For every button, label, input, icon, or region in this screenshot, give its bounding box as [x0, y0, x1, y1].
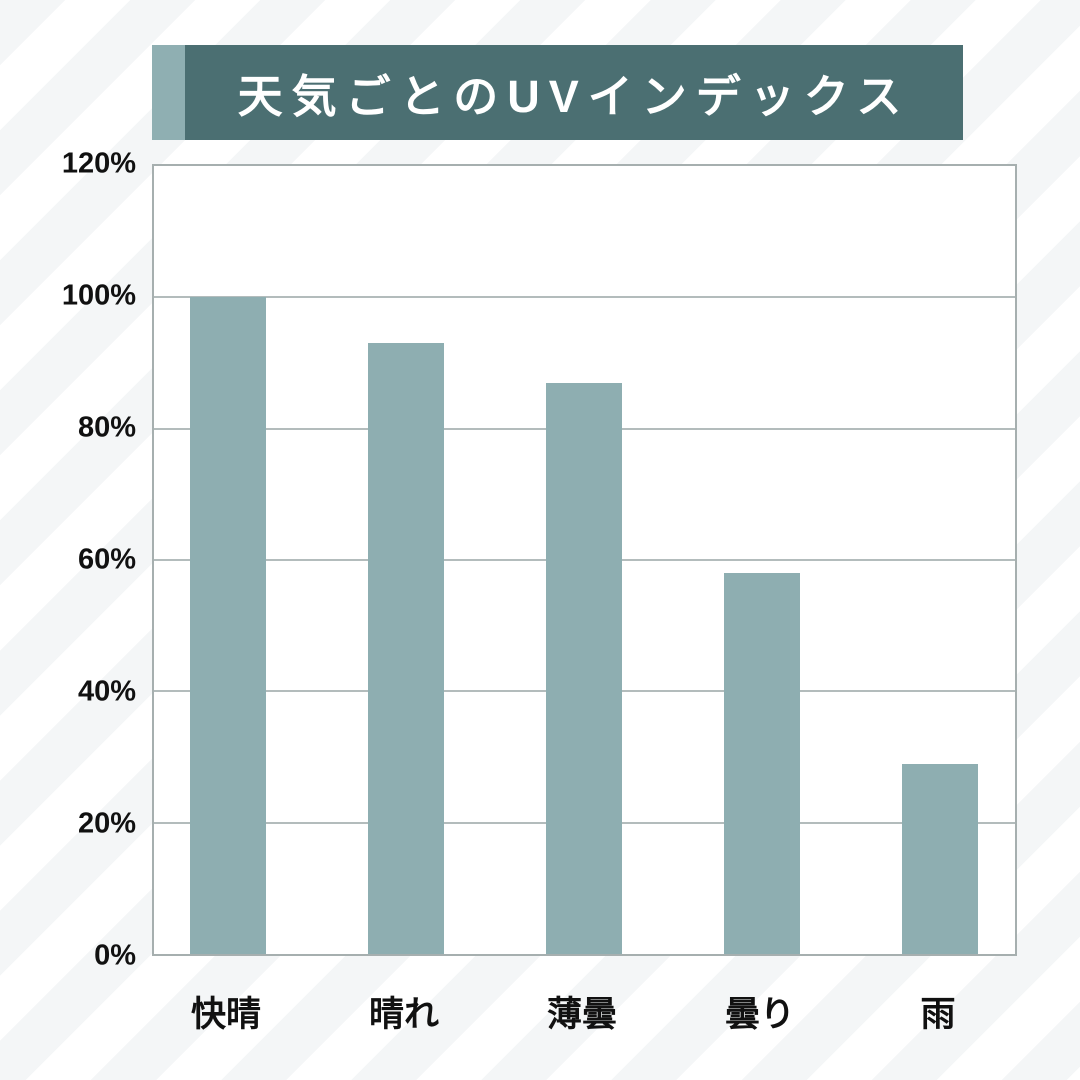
x-tick-label: 晴れ	[368, 995, 440, 1034]
y-tick-label: 40%	[77, 675, 136, 708]
gridline-100	[154, 296, 1015, 299]
bar-曇り	[724, 573, 800, 954]
title-bar: 天気ごとのUVインデックス	[152, 45, 963, 140]
x-tick-label: 曇り	[724, 995, 796, 1034]
x-axis: 快晴 晴れ 薄曇 曇り 雨	[152, 956, 1017, 1046]
bar-快晴	[190, 297, 266, 954]
x-tick-label: 薄曇	[546, 995, 618, 1034]
y-axis: 0% 20% 40% 60% 80% 100% 120%	[0, 149, 136, 970]
y-tick-label: 0%	[94, 939, 136, 972]
bar-雨	[902, 763, 978, 954]
y-tick-label: 20%	[77, 807, 136, 840]
plot-area	[152, 164, 1017, 956]
title-accent-strip	[152, 45, 185, 140]
bar-薄曇	[546, 382, 622, 954]
x-tick-label: 雨	[920, 995, 956, 1034]
y-tick-label: 120%	[61, 147, 136, 180]
y-tick-label: 100%	[61, 279, 136, 312]
y-tick-label: 80%	[77, 411, 136, 444]
chart-title: 天気ごとのUVインデックス	[185, 45, 963, 140]
bar-晴れ	[368, 343, 444, 954]
y-tick-label: 60%	[77, 543, 136, 576]
x-tick-label: 快晴	[190, 995, 262, 1034]
